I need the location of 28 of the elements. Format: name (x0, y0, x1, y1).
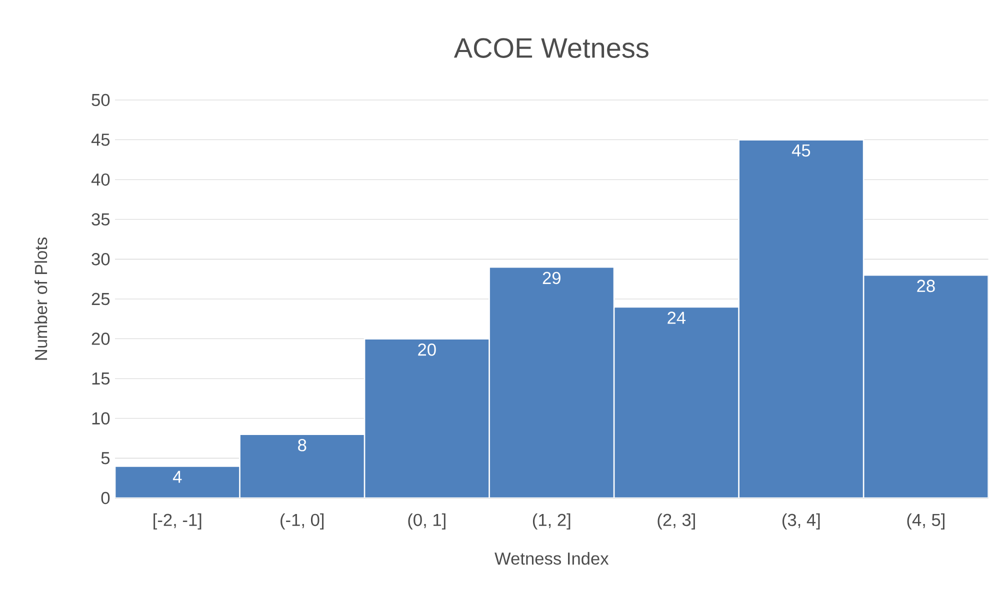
y-tick-label: 35 (92, 213, 110, 226)
y-tick-label: 45 (91, 134, 110, 146)
x-tick-label: (0, 1] (408, 513, 446, 530)
y-tick-label: 25 (92, 292, 110, 306)
y-tick-label: 50 (92, 94, 110, 106)
data-label: 28 (917, 280, 935, 292)
x-tick-label: (4, 5] (907, 513, 944, 530)
y-tick-label: 10 (92, 412, 110, 425)
y-axis-title: Number of Plots (34, 237, 48, 360)
y-tick-label: 0 (101, 492, 110, 504)
data-label: 4 (172, 470, 182, 483)
y-tick-label: 5 (101, 452, 110, 464)
x-tick-label: (2, 3] (658, 513, 695, 530)
x-tick-label: (3, 4] (782, 513, 820, 530)
y-tick-label: 20 (92, 332, 110, 345)
x-tick-label: [-2, -1] (154, 513, 202, 530)
data-label: 45 (792, 144, 810, 157)
x-axis-title: Wetness Index (494, 552, 609, 565)
data-label: 20 (418, 343, 436, 356)
y-tick-label: 15 (92, 372, 110, 385)
chart-title: ACOE Wetness (454, 38, 648, 58)
data-label: 29 (542, 272, 560, 284)
x-tick-label: (1, 2] (532, 513, 570, 530)
data-label: 24 (668, 312, 686, 324)
y-tick-label: 30 (92, 253, 110, 266)
x-tick-label: (-1, 0] (280, 513, 324, 530)
y-tick-label: 40 (91, 173, 110, 186)
data-label: 8 (298, 439, 306, 452)
